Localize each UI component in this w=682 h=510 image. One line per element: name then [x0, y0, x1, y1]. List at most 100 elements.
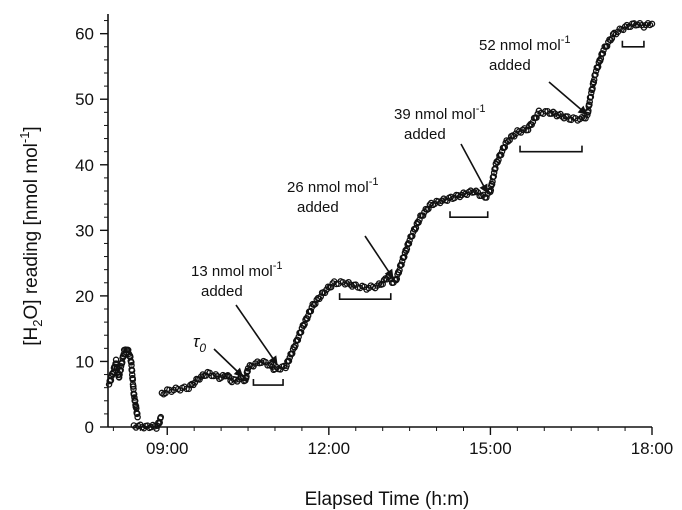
annotation-0-label: 13 nmol mol-1	[191, 260, 282, 280]
data-point	[130, 390, 138, 398]
y-tick-label-2: 20	[75, 287, 94, 306]
data-point	[393, 275, 401, 283]
data-point	[380, 276, 388, 284]
x-tick-label-3: 18:00	[631, 439, 674, 458]
y-axis-label-sup: -1	[17, 132, 32, 144]
data-point	[124, 346, 132, 354]
bracket-1	[338, 293, 392, 300]
annotation-2-added: added	[404, 126, 446, 143]
data-point	[379, 280, 386, 288]
data-point	[115, 374, 123, 381]
data-point	[301, 320, 308, 328]
data-point	[304, 315, 311, 322]
annotation-3-arrow-head	[577, 105, 588, 115]
annotation-2-arrow-head	[479, 183, 488, 194]
data-point	[582, 115, 589, 122]
y-ticks: 0 10 20 30 40 50 60	[75, 20, 108, 437]
data-point	[307, 307, 315, 315]
y-axis-label-close: O] reading [nmol mol	[21, 143, 42, 319]
data-point	[183, 385, 190, 393]
data-point	[224, 372, 232, 379]
data-point	[585, 107, 592, 114]
y-axis-label-open: [H	[21, 327, 42, 346]
data-point	[603, 42, 611, 50]
data-point	[474, 189, 482, 196]
bracket-2	[449, 211, 489, 219]
annotation-0-arrow-head	[268, 355, 278, 366]
data-point	[294, 336, 302, 344]
data-point	[608, 35, 616, 42]
data-point	[488, 181, 496, 188]
data-point	[419, 212, 427, 219]
data-point	[533, 114, 540, 121]
annotation-1-added: added	[297, 199, 339, 216]
data-point	[128, 367, 136, 374]
averaging-brackets	[252, 40, 645, 386]
data-point	[130, 383, 137, 390]
data-point	[321, 289, 329, 297]
data-point	[131, 394, 138, 401]
data-point	[400, 253, 408, 261]
data-point	[157, 413, 165, 421]
annotation-0-arrow-line	[235, 304, 279, 366]
data-point	[521, 125, 528, 132]
data-point	[398, 261, 405, 268]
annotation-3-label: 52 nmol mol-1	[479, 34, 570, 54]
data-markers	[105, 19, 656, 432]
annotation-1-label: 26 nmol mol-1	[287, 176, 378, 196]
y-tick-label-3: 30	[75, 221, 94, 240]
data-point	[504, 138, 512, 145]
data-point	[312, 300, 319, 308]
data-point	[590, 79, 598, 86]
y-tick-label-5: 50	[75, 90, 94, 109]
data-point	[648, 20, 656, 28]
data-point	[112, 356, 120, 364]
tau-arrow-head	[233, 367, 244, 378]
data-point	[490, 173, 497, 180]
annotation-2-arrow-line	[460, 143, 489, 194]
data-point	[589, 85, 596, 92]
data-point	[550, 108, 557, 116]
bracket-3	[519, 145, 583, 153]
data-point	[117, 366, 124, 374]
plot-area: 13 nmol mol-1 added 26 nmol mol-1 added 39 n…	[105, 19, 656, 432]
tau-label: τ0	[193, 332, 206, 355]
y-axis-label-sub: 2	[30, 319, 45, 326]
data-point	[548, 110, 555, 117]
x-ticks: 09:00 12:00 15:00 18:00	[112, 427, 674, 458]
data-point	[506, 136, 513, 144]
data-point	[134, 410, 141, 417]
x-tick-label-1: 12:00	[308, 439, 351, 458]
data-point	[594, 63, 602, 71]
data-point	[327, 283, 335, 291]
y-tick-label-1: 10	[75, 352, 94, 371]
data-point	[415, 219, 422, 226]
data-point	[232, 376, 239, 383]
y-tick-label-6: 60	[75, 25, 94, 44]
data-point	[403, 245, 411, 253]
data-point	[409, 232, 416, 240]
annotation-0-added: added	[201, 283, 243, 300]
annotation-3-added: added	[489, 57, 531, 74]
data-point	[592, 71, 599, 78]
y-tick-label-0: 0	[85, 418, 94, 437]
data-point	[492, 164, 499, 172]
data-point	[599, 50, 607, 57]
y-axis-label: [H2O] reading [nmol mol-1]	[17, 126, 45, 345]
data-point	[412, 224, 420, 232]
data-point	[587, 93, 595, 101]
data-point	[297, 328, 305, 336]
data-point	[425, 205, 432, 213]
data-point	[128, 358, 135, 366]
data-point	[285, 357, 293, 365]
annotation-2-label: 39 nmol mol-1	[394, 103, 485, 123]
data-point	[497, 151, 505, 159]
data-point	[185, 385, 193, 393]
bracket-4	[621, 40, 645, 48]
data-point	[483, 194, 490, 201]
data-point	[292, 342, 299, 349]
data-point	[153, 425, 160, 432]
data-point	[288, 350, 296, 357]
data-point	[120, 353, 127, 360]
x-tick-label-0: 09:00	[146, 439, 189, 458]
